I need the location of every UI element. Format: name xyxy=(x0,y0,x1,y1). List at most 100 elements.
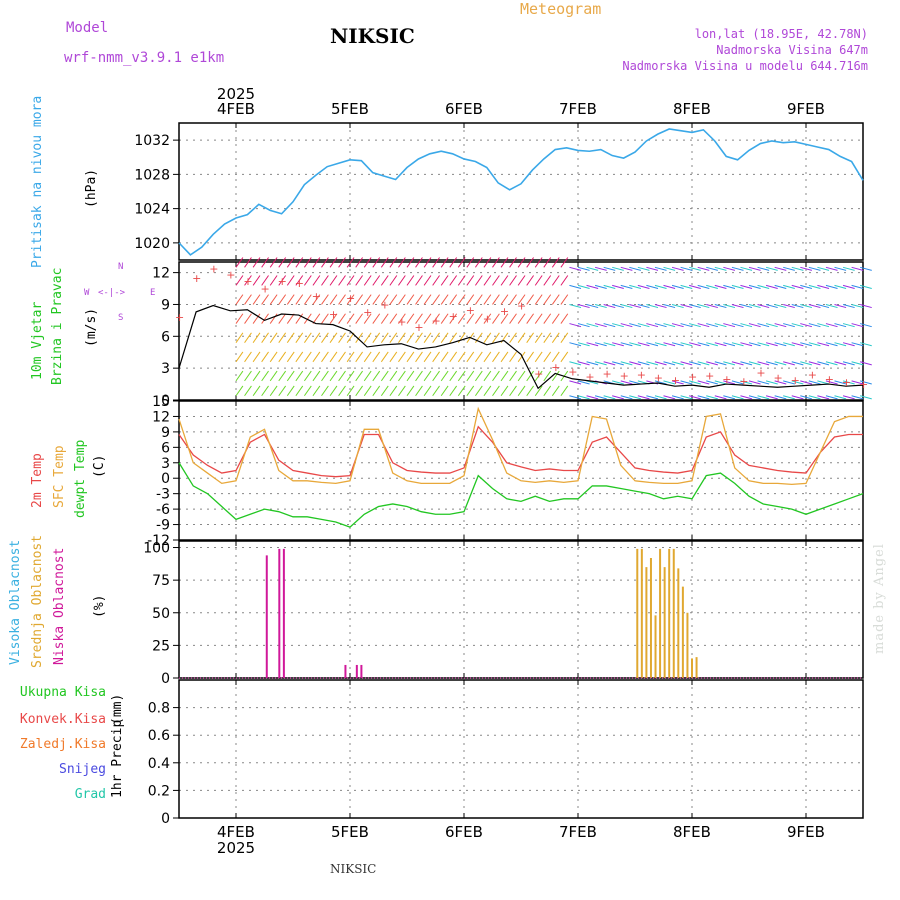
wind-barb xyxy=(269,351,278,363)
wind-barb xyxy=(338,275,346,286)
wind-barb xyxy=(534,294,543,305)
y-tick-label: 1020 xyxy=(134,236,170,252)
wind-barb xyxy=(363,332,372,343)
wind-barb xyxy=(423,257,432,268)
wind-gust-marker: + xyxy=(705,370,714,383)
wind-barb xyxy=(449,332,458,343)
wind-barb xyxy=(398,313,406,324)
wind-barb xyxy=(834,395,847,400)
wind-barb xyxy=(355,313,363,324)
wind-barb xyxy=(569,266,582,271)
wind-barb xyxy=(457,257,466,268)
wind-barb xyxy=(500,385,509,397)
wind-barb xyxy=(783,284,795,289)
wind-barb xyxy=(834,266,847,271)
wind-barb xyxy=(415,385,423,397)
wind-barb xyxy=(757,266,770,271)
wind-gust-marker: + xyxy=(243,275,252,288)
wind-barb xyxy=(586,303,599,309)
panel-frame xyxy=(178,261,864,401)
wind-barb xyxy=(329,332,338,343)
wind-barb xyxy=(765,266,778,271)
wind-barb xyxy=(517,294,526,305)
wind-gust-marker: + xyxy=(739,375,748,388)
wind-barb xyxy=(834,323,847,328)
wind-barb xyxy=(791,361,804,366)
wind-barb xyxy=(483,275,492,286)
wind-gust-marker: + xyxy=(175,311,184,324)
wind-barb xyxy=(423,313,432,324)
wind-barb xyxy=(526,351,534,363)
wind-barb xyxy=(663,361,676,366)
y-tick-label: 1024 xyxy=(134,202,170,218)
pressure-line xyxy=(178,128,864,256)
wind-barb xyxy=(389,351,398,363)
wind-gust-marker: + xyxy=(397,315,406,328)
wind-barb xyxy=(321,294,329,305)
wind-barb xyxy=(466,294,475,305)
wind-barb xyxy=(586,342,599,347)
wind-barb xyxy=(432,332,440,343)
wind-speed-line xyxy=(178,304,864,390)
wind-barb xyxy=(312,257,321,268)
wind-barb xyxy=(303,313,312,324)
wind-barb xyxy=(697,361,710,366)
wind-barb xyxy=(603,323,616,328)
wind-barb xyxy=(783,361,795,366)
wind-barb xyxy=(748,303,761,309)
wind-barb xyxy=(594,284,607,289)
wind-barb xyxy=(492,275,500,286)
wind-barb xyxy=(842,303,855,309)
wind-barb xyxy=(440,370,449,382)
wind-barb xyxy=(372,332,381,343)
wind-barb xyxy=(603,395,616,400)
wind-barb xyxy=(543,351,552,363)
wind-barb xyxy=(800,395,813,400)
wind-barb xyxy=(817,266,830,271)
wind-barb xyxy=(543,385,552,397)
wind-barb xyxy=(509,313,517,324)
wind-barb xyxy=(765,303,778,309)
wind-barb xyxy=(842,395,855,400)
wind-barb xyxy=(303,294,312,305)
wind-barb xyxy=(663,342,676,347)
wind-barb xyxy=(252,332,261,343)
wind-barb xyxy=(338,332,346,343)
wind-barb xyxy=(278,351,287,363)
wind-barb xyxy=(612,395,624,400)
wind-barb xyxy=(603,342,616,347)
wind-barb xyxy=(474,332,483,343)
wind-barb xyxy=(654,342,667,347)
wind-barb xyxy=(500,275,509,286)
y-tick-label: 1032 xyxy=(134,133,170,149)
wind-barb xyxy=(569,284,582,289)
x-tick-label-bottom: 9FEB xyxy=(787,823,825,841)
wind-barb xyxy=(526,370,534,382)
x-tick-label-bottom: 6FEB xyxy=(445,823,483,841)
wind-barb xyxy=(586,284,599,289)
wind-barb xyxy=(423,332,432,343)
wind-barb xyxy=(620,323,633,328)
wind-barb xyxy=(817,284,830,289)
wind-barb xyxy=(825,266,838,271)
wind-barb xyxy=(406,385,415,397)
wind-barb xyxy=(303,332,312,343)
wind-barb xyxy=(714,266,727,271)
wind-barb xyxy=(380,275,389,286)
wind-barb xyxy=(415,257,423,268)
wind-barb xyxy=(492,257,500,268)
wind-barb xyxy=(748,395,761,400)
wind-barb xyxy=(671,395,684,400)
wind-barb xyxy=(372,351,381,363)
wind-barb xyxy=(817,361,830,366)
wind-barb xyxy=(586,323,599,328)
wind-barb xyxy=(432,370,440,382)
wind-barb xyxy=(483,370,492,382)
wind-barb xyxy=(808,266,821,271)
wind-barb xyxy=(757,323,770,328)
wind-barb xyxy=(577,323,590,328)
wind-barb xyxy=(338,313,346,324)
wind-barb xyxy=(483,385,492,397)
wind-barb xyxy=(817,380,830,385)
